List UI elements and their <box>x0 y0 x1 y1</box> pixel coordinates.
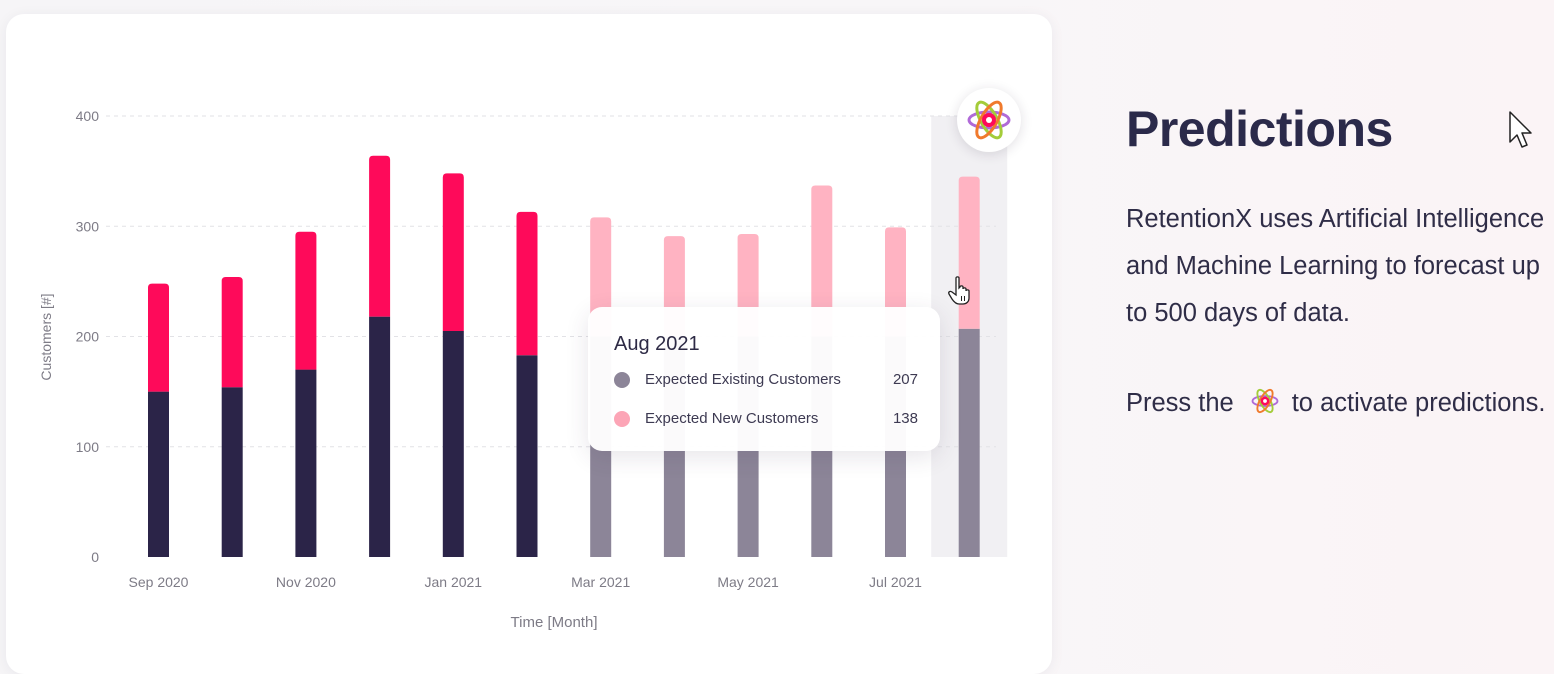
bar-new <box>811 185 833 337</box>
tooltip-value-new: 138 <box>892 410 918 427</box>
chart-card: 0 100 200 300 400 Sep 2020 Nov 2020 Jan 2021 Mar… <box>6 14 1052 674</box>
bar-new <box>369 155 391 317</box>
tooltip-row-existing: Expected Existing Customers 207 <box>614 369 918 391</box>
tooltip-title: Aug 2021 <box>614 333 700 355</box>
arrow-cursor-icon <box>1509 111 1532 148</box>
y-tick-label: 400 <box>76 108 100 124</box>
bar-new <box>295 231 317 370</box>
bar-new <box>221 276 243 388</box>
y-tick-label: 0 <box>91 549 99 565</box>
bar-existing <box>369 316 391 557</box>
bar-existing <box>148 391 169 557</box>
y-tick-label: 100 <box>76 439 100 455</box>
y-axis-title: Customers [#] <box>38 293 54 380</box>
legend-dot-existing <box>614 372 630 388</box>
x-tick-label: Sep 2020 <box>129 574 189 590</box>
bar-new <box>516 211 538 356</box>
tooltip-value-existing: 207 <box>892 371 918 388</box>
x-tick-label: Mar 2021 <box>571 574 630 590</box>
bar-new <box>590 217 612 337</box>
tooltip-label-new: Expected New Customers <box>645 410 819 427</box>
chart-tooltip: Aug 2021 Expected Existing Customers 207… <box>588 307 940 451</box>
y-tick-label: 300 <box>76 218 100 234</box>
bar-existing <box>295 369 317 557</box>
legend-dot-new <box>614 411 630 427</box>
atom-icon <box>967 100 1011 140</box>
hand-cursor-icon <box>948 276 970 305</box>
press-text-after: to activate predictions. <box>1291 389 1546 417</box>
x-tick-label: Jan 2021 <box>424 574 482 590</box>
bar-existing <box>442 330 464 557</box>
bar-existing <box>221 387 243 557</box>
press-text-before: Press the <box>1126 389 1234 417</box>
side-title: Predictions <box>1126 101 1393 157</box>
x-tick-label: Jul 2021 <box>869 574 922 590</box>
tooltip-label-existing: Expected Existing Customers <box>645 371 841 388</box>
bar-existing <box>958 328 980 557</box>
x-tick-label: May 2021 <box>717 574 779 590</box>
x-axis-title: Time [Month] <box>511 614 598 631</box>
bar-existing <box>516 355 538 557</box>
atom-icon <box>1251 389 1279 414</box>
y-tick-label: 200 <box>76 329 100 345</box>
chart: 0 100 200 300 400 Sep 2020 Nov 2020 Jan 2021 Mar… <box>38 108 1008 631</box>
tooltip-row-new: Expected New Customers 138 <box>614 408 918 430</box>
bar-new <box>148 283 169 392</box>
side-description: RetentionX uses Artificial Intelligence … <box>1126 205 1545 327</box>
bar-new <box>442 173 464 331</box>
side-press-instruction: Press the to activate predictions. <box>1126 380 1551 427</box>
x-tick-label: Nov 2020 <box>276 574 336 590</box>
predictions-toggle-button[interactable] <box>957 88 1021 152</box>
